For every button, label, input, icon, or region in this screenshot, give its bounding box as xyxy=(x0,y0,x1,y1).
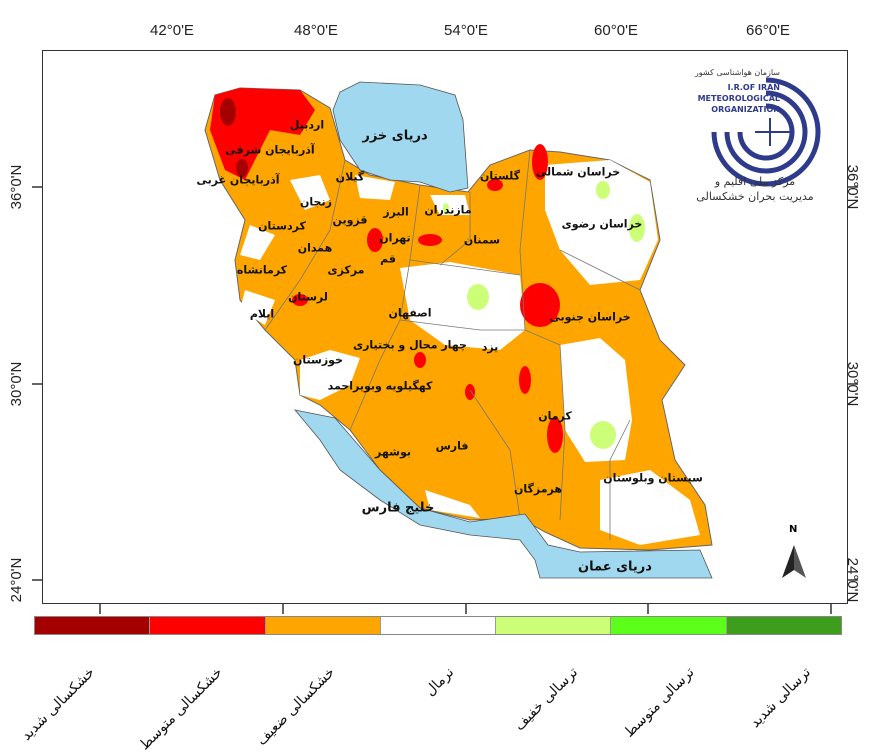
province-label: زنجان xyxy=(300,195,332,209)
logo-org-fa: سازمان هواشناسی کشور xyxy=(694,68,780,77)
tick-marks xyxy=(32,186,858,614)
caspian-sea xyxy=(332,81,469,193)
province-label: کرمان xyxy=(538,409,572,423)
province-borders xyxy=(264,149,641,540)
lon-label: 48°0'E xyxy=(294,22,338,39)
province-label: البرز xyxy=(383,205,409,219)
province-label: سیستان وبلوستان xyxy=(603,471,703,485)
logo-org-en-1: I.R.OF IRAN xyxy=(727,83,780,92)
province-label: فارس xyxy=(435,439,469,453)
lon-label: 42°0'E xyxy=(150,22,194,39)
map-frame xyxy=(42,50,848,604)
lon-label: 66°0'E xyxy=(746,22,790,39)
province-label: مرکزی xyxy=(327,263,365,277)
province-label: خوزستان xyxy=(293,353,343,367)
legend-swatch-severe-drought xyxy=(35,617,151,634)
province-label: خراسان رضوی xyxy=(561,217,643,231)
meteorological-org-logo xyxy=(711,77,821,187)
legend-swatch-severe-wet xyxy=(726,617,841,634)
province-label: چهار محال و بختیاری xyxy=(353,338,467,352)
legend-swatch-moderate-drought xyxy=(150,617,266,634)
province-label: خراسان جنوبی xyxy=(549,310,631,324)
province-label: قم xyxy=(380,252,396,266)
province-label: مازندران xyxy=(424,203,472,217)
logo-org-en-2: METEOROLOGICAL xyxy=(697,94,780,103)
province-label: هرمزگان xyxy=(513,482,563,496)
persian-gulf xyxy=(293,409,713,579)
oman-sea-label: دریای عمان xyxy=(578,559,652,575)
logo-org-en-3: ORGANIZATION xyxy=(711,105,780,114)
mild-wet-areas xyxy=(443,181,645,449)
province-label: لرستان xyxy=(288,290,328,304)
north-label: N xyxy=(789,524,798,535)
persian-gulf-label: خلیج فارس xyxy=(361,500,435,516)
lon-label: 54°0'E xyxy=(444,22,488,39)
province-label: بوشهر xyxy=(375,445,411,459)
legend-swatch-weak-drought xyxy=(265,617,381,634)
legend-swatch-moderate-wet xyxy=(611,617,727,634)
logo-center-2: مدیریت بحران خشکسالی xyxy=(696,190,814,203)
province-label: ایلام xyxy=(249,307,275,321)
province-label: همدان xyxy=(297,241,333,255)
logo-org-en: I.R.OF IRAN METEOROLOGICAL ORGANIZATION xyxy=(690,82,780,115)
caspian-label: دریای خزر xyxy=(362,128,428,144)
province-label: کهگیلویه وبویراحمد xyxy=(327,379,433,393)
province-label: اصفهان xyxy=(388,306,432,320)
province-label: آذربایجان شرقی xyxy=(225,143,315,157)
legend-swatch-normal xyxy=(380,617,497,634)
legend-bar xyxy=(34,616,842,635)
logo-center-1: مرکز ملی اقلیم و xyxy=(714,175,796,188)
province-label: آذربایجان غربی xyxy=(196,173,280,187)
province-label: یزد xyxy=(481,340,499,354)
legend-swatch-mild-wet xyxy=(496,617,612,634)
severe-drought-areas xyxy=(220,98,248,177)
north-arrow-icon xyxy=(782,545,806,578)
province-label: سمنان xyxy=(463,233,501,247)
province-label: گلستان xyxy=(479,169,521,183)
province-label: قزوین xyxy=(332,213,368,227)
province-label: کردستان xyxy=(258,219,306,233)
province-label: اردبیل xyxy=(289,118,325,132)
province-label: تهران xyxy=(379,231,411,245)
province-label: گیلان xyxy=(335,170,365,184)
province-label: کرمانشاه xyxy=(236,263,288,277)
province-label: خراسان شمالی xyxy=(535,165,621,179)
lon-label: 60°0'E xyxy=(594,22,638,39)
moderate-drought-areas xyxy=(210,88,563,453)
